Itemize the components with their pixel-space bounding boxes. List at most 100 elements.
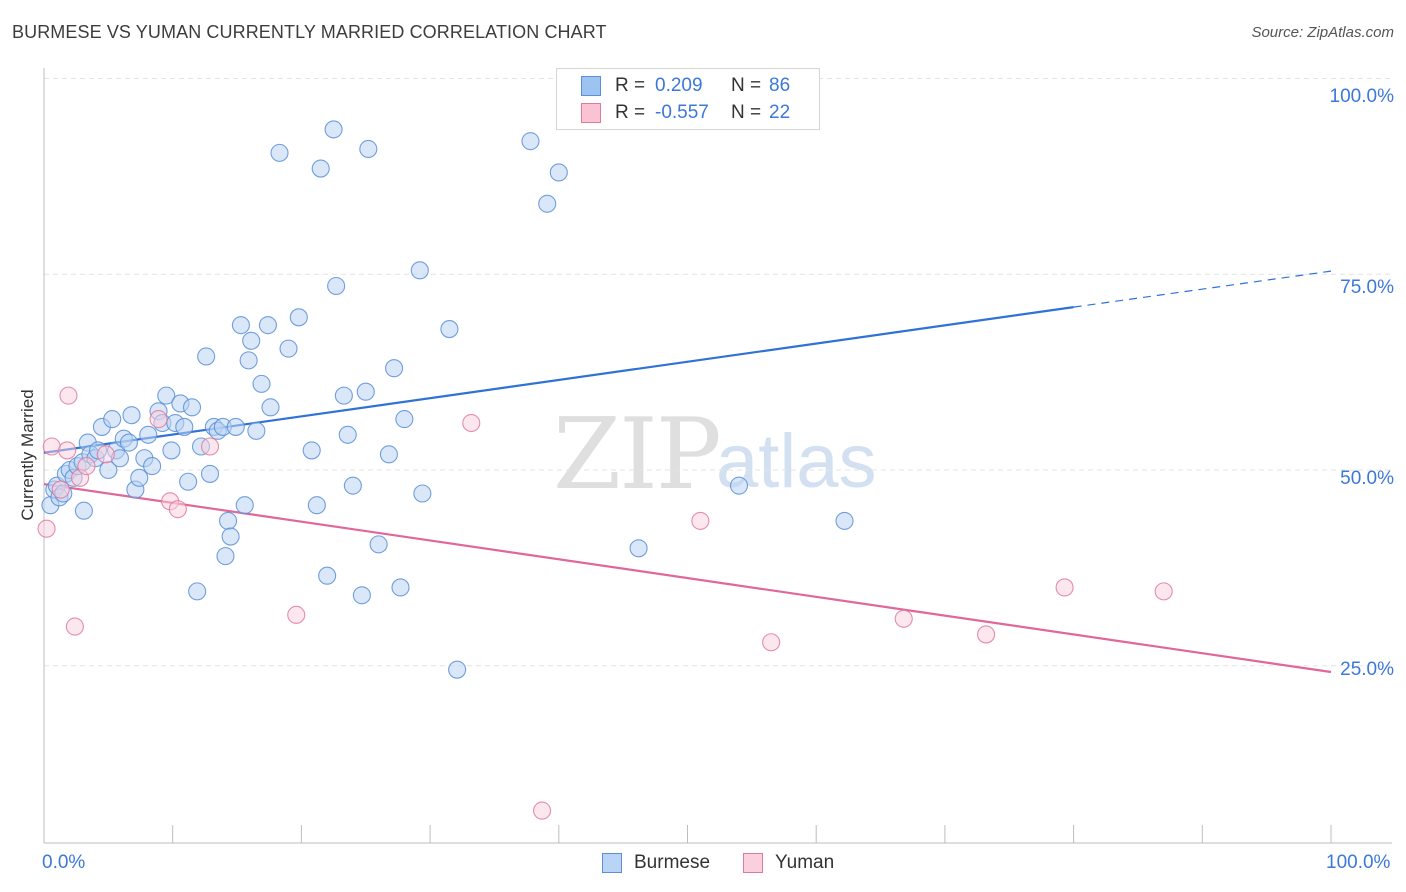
burmese-point: [413, 484, 432, 503]
burmese-point: [179, 472, 198, 491]
r-label: R =: [615, 75, 646, 96]
burmese-point: [359, 139, 378, 159]
burmese-point: [334, 386, 353, 405]
stats-row-burmese: R = 0.209 N = 86: [581, 73, 790, 99]
burmese-point: [391, 578, 410, 597]
watermark-zip: ZIP: [553, 398, 722, 512]
burmese-trend-line: [43, 306, 1074, 454]
burmese-point: [327, 276, 346, 296]
burmese-point: [130, 468, 149, 487]
yuman-point: [1154, 582, 1173, 601]
burmese-point: [270, 143, 289, 162]
x-tick-label-100: 100.0%: [1326, 852, 1391, 873]
burmese-point: [289, 308, 308, 327]
burmese-point: [157, 386, 176, 405]
burmese-point: [139, 425, 158, 444]
burmese-point: [200, 464, 220, 483]
stats-box: R = 0.209 N = 86 R = -0.557 N = 22: [556, 68, 820, 130]
x-tick-label-0: 0.0%: [42, 852, 86, 873]
legend-item-burmese[interactable]: Burmese: [602, 852, 710, 874]
y-tick-label-50: 50.0%: [1340, 468, 1394, 489]
burmese-point: [369, 535, 388, 554]
yuman-point: [894, 609, 913, 628]
burmese-point: [835, 511, 854, 530]
axes: [43, 68, 1392, 844]
yuman-point: [37, 519, 56, 538]
burmese-point: [307, 496, 326, 515]
legend-item-yuman[interactable]: Yuman: [743, 852, 834, 874]
yuman-point: [65, 617, 84, 636]
burmese-point: [221, 527, 240, 546]
yuman-trend-line: [43, 483, 1332, 674]
burmese-point: [218, 511, 238, 530]
n-label: N =: [731, 102, 762, 123]
y-tick-label-25: 25.0%: [1340, 659, 1394, 680]
yuman-point: [691, 511, 710, 530]
r-label: R =: [615, 102, 646, 123]
burmese-point: [239, 351, 258, 370]
chart-title: BURMESE VS YUMAN CURRENTLY MARRIED CORRE…: [12, 22, 607, 42]
burmese-point: [122, 406, 141, 425]
burmese-point: [74, 501, 93, 520]
n-value: 22: [769, 102, 791, 123]
burmese-point: [197, 347, 216, 366]
burmese-point: [338, 425, 357, 444]
n-label: N =: [731, 75, 762, 96]
y-tick-label-100: 100.0%: [1329, 86, 1394, 107]
burmese-point: [549, 163, 568, 182]
burmese-point: [629, 539, 648, 558]
burmese-point: [252, 374, 271, 393]
burmese-point: [119, 433, 138, 452]
burmese-point: [103, 410, 122, 429]
burmese-swatch: [581, 76, 601, 96]
burmese-point: [318, 566, 337, 585]
legend-burmese-swatch: [602, 853, 622, 873]
n-value: 86: [769, 75, 791, 96]
yuman-point: [287, 605, 306, 624]
yuman-point: [42, 437, 61, 456]
burmese-point: [235, 496, 254, 515]
burmese-point: [175, 417, 194, 436]
burmese-point: [410, 261, 429, 280]
yuman-point: [533, 801, 552, 820]
burmese-point: [258, 316, 277, 335]
gridlines: [44, 78, 1392, 667]
burmese-point: [385, 359, 404, 378]
yuman-point: [96, 445, 115, 464]
burmese-point: [216, 547, 235, 566]
r-value: -0.557: [655, 102, 709, 123]
burmese-point: [162, 441, 181, 460]
source-label: Source: ZipAtlas.com: [1251, 24, 1394, 41]
burmese-point: [302, 441, 321, 460]
burmese-point: [311, 159, 330, 178]
legend-burmese-label: Burmese: [634, 852, 711, 873]
burmese-point: [343, 476, 362, 495]
burmese-point: [143, 457, 162, 476]
yuman-point: [168, 500, 187, 519]
burmese-point: [261, 398, 280, 417]
yuman-point: [51, 480, 70, 499]
burmese-point: [521, 132, 540, 151]
burmese-point: [226, 417, 245, 436]
y-axis-label: Currently Married: [18, 389, 37, 521]
burmese-point: [247, 421, 266, 440]
burmese-point: [324, 120, 343, 139]
burmese-point: [182, 398, 202, 417]
y-tick-label-75: 75.0%: [1340, 277, 1394, 298]
burmese-point: [356, 382, 375, 401]
stats-row-yuman: R = -0.557 N = 22: [581, 100, 790, 126]
data-points: [37, 120, 1173, 820]
yuman-swatch: [581, 103, 601, 123]
burmese-point: [188, 582, 207, 601]
burmese-point: [440, 320, 459, 339]
burmese-point: [279, 339, 298, 358]
burmese-point: [729, 476, 749, 495]
yuman-point: [462, 413, 481, 433]
yuman-point: [762, 633, 781, 652]
legend-yuman-label: Yuman: [775, 852, 835, 873]
yuman-point: [77, 457, 96, 476]
burmese-point: [231, 316, 250, 335]
burmese-point: [352, 586, 371, 605]
legend-yuman-swatch: [743, 853, 763, 873]
